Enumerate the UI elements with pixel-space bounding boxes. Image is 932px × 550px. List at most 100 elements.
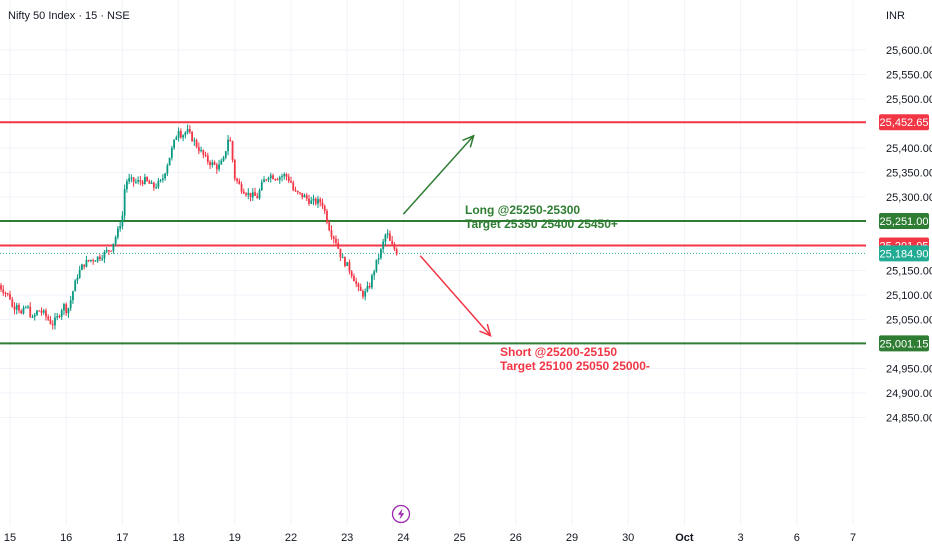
candle-body <box>11 299 14 307</box>
time-axis[interactable]: 15 16 17 18 19 22 23 24 25 26 29 30 Oct 3 6 7 <box>4 532 856 544</box>
candle-body <box>377 258 380 260</box>
candle-body <box>330 230 333 237</box>
x-tick-label: 16 <box>60 532 72 544</box>
candle-body <box>209 162 211 166</box>
lightning-icon[interactable] <box>391 504 411 524</box>
candle-body <box>123 189 126 216</box>
candle-body <box>103 251 106 259</box>
y-tick-label: 25,400.00 <box>886 143 932 155</box>
candle-body <box>76 277 79 281</box>
y-tick-label: 25,600.00 <box>886 45 932 57</box>
x-tick-label: 15 <box>4 532 16 544</box>
candle-body <box>229 139 232 142</box>
candle-body <box>233 160 236 179</box>
candle-body <box>20 310 23 314</box>
candle-body <box>254 192 256 196</box>
currency-label: INR <box>886 10 905 22</box>
candle-body <box>13 306 16 310</box>
candle-body <box>49 319 52 325</box>
candle-body <box>31 316 34 318</box>
level-badge-label: 25,001.15 <box>880 338 929 350</box>
candle-body <box>218 164 220 170</box>
candle-body <box>323 206 326 212</box>
candle-body <box>240 184 243 192</box>
candle-body <box>227 139 229 152</box>
candle-body <box>155 187 158 189</box>
price-badges: 25,452.6525,251.0025,201.0525,001.1525,1… <box>879 114 929 352</box>
candle-body <box>332 236 335 239</box>
candle-body <box>9 293 11 300</box>
candle-body <box>348 262 351 272</box>
candle-body <box>312 198 315 201</box>
level-badge <box>879 114 929 131</box>
price-axis[interactable]: 25,600.00 25,550.00 25,500.00 25,400.00 25,3… <box>886 45 932 425</box>
candle-body <box>294 190 297 192</box>
y-tick-label: 25,500.00 <box>886 94 932 106</box>
short-annotation-line: Short @25200-25150 <box>500 345 617 359</box>
candle-body <box>139 180 142 182</box>
y-tick-label: 25,150.00 <box>886 266 932 278</box>
long-arrow-line[interactable] <box>402 135 475 215</box>
candles <box>0 124 398 330</box>
level-badge-label: 25,452.65 <box>880 117 929 129</box>
candle-body <box>267 177 270 180</box>
candle-body <box>362 290 364 297</box>
x-tick-label: 3 <box>738 532 744 544</box>
candle-body <box>317 199 319 204</box>
candle-body <box>92 259 95 261</box>
candle-body <box>164 173 167 179</box>
y-tick-label: 25,350.00 <box>886 168 932 180</box>
candle-body <box>321 202 324 207</box>
candle-body <box>371 275 373 288</box>
current-price-label: 25,184.90 <box>880 248 929 260</box>
candle-body <box>148 180 151 184</box>
long-annotation-line: Target 25350 25400 25450+ <box>465 217 618 231</box>
candle-body <box>96 256 99 261</box>
time-scale-background[interactable] <box>0 525 932 550</box>
x-tick-label: 18 <box>172 532 184 544</box>
candle-body <box>159 179 162 181</box>
y-tick-label: 24,950.00 <box>886 364 932 376</box>
candle-body <box>238 180 241 185</box>
candle-body <box>60 310 63 317</box>
candle-body <box>202 150 205 155</box>
candle-body <box>215 164 218 170</box>
candle-body <box>213 162 216 165</box>
candle-body <box>188 129 191 132</box>
x-tick-label: 7 <box>850 532 856 544</box>
candle-body <box>58 316 61 318</box>
candle-body <box>94 260 97 262</box>
candle-body <box>175 137 178 140</box>
long-arrow-head <box>462 134 475 148</box>
y-tick-label: 25,550.00 <box>886 70 932 82</box>
candle-body <box>128 178 131 182</box>
y-tick-label: 24,900.00 <box>886 388 932 400</box>
horizontal-levels[interactable] <box>0 121 866 345</box>
x-tick-label: 30 <box>622 532 634 544</box>
candle-body <box>326 211 328 223</box>
short-annotation-line: Target 25100 25050 25000- <box>500 359 650 373</box>
candle-body <box>24 307 27 309</box>
candle-body <box>83 264 86 267</box>
x-tick-label: 29 <box>566 532 578 544</box>
candle-body <box>18 304 20 311</box>
candle-body <box>350 271 353 277</box>
candle-body <box>119 226 122 229</box>
candle-body <box>211 162 214 166</box>
candle-body <box>42 310 45 313</box>
candle-body <box>56 316 59 318</box>
current-price-badge <box>879 245 929 262</box>
candle-body <box>134 181 137 183</box>
candle-body <box>389 233 391 241</box>
candle-body <box>27 306 29 308</box>
candle-body <box>137 180 140 182</box>
candle-body <box>47 316 50 320</box>
y-tick-label: 25,300.00 <box>886 192 932 204</box>
y-tick-label: 24,850.00 <box>886 413 932 425</box>
price-scale-background[interactable] <box>866 0 932 550</box>
candle-body <box>193 140 196 142</box>
short-arrow-line[interactable] <box>419 255 492 337</box>
candle-body <box>245 193 247 195</box>
